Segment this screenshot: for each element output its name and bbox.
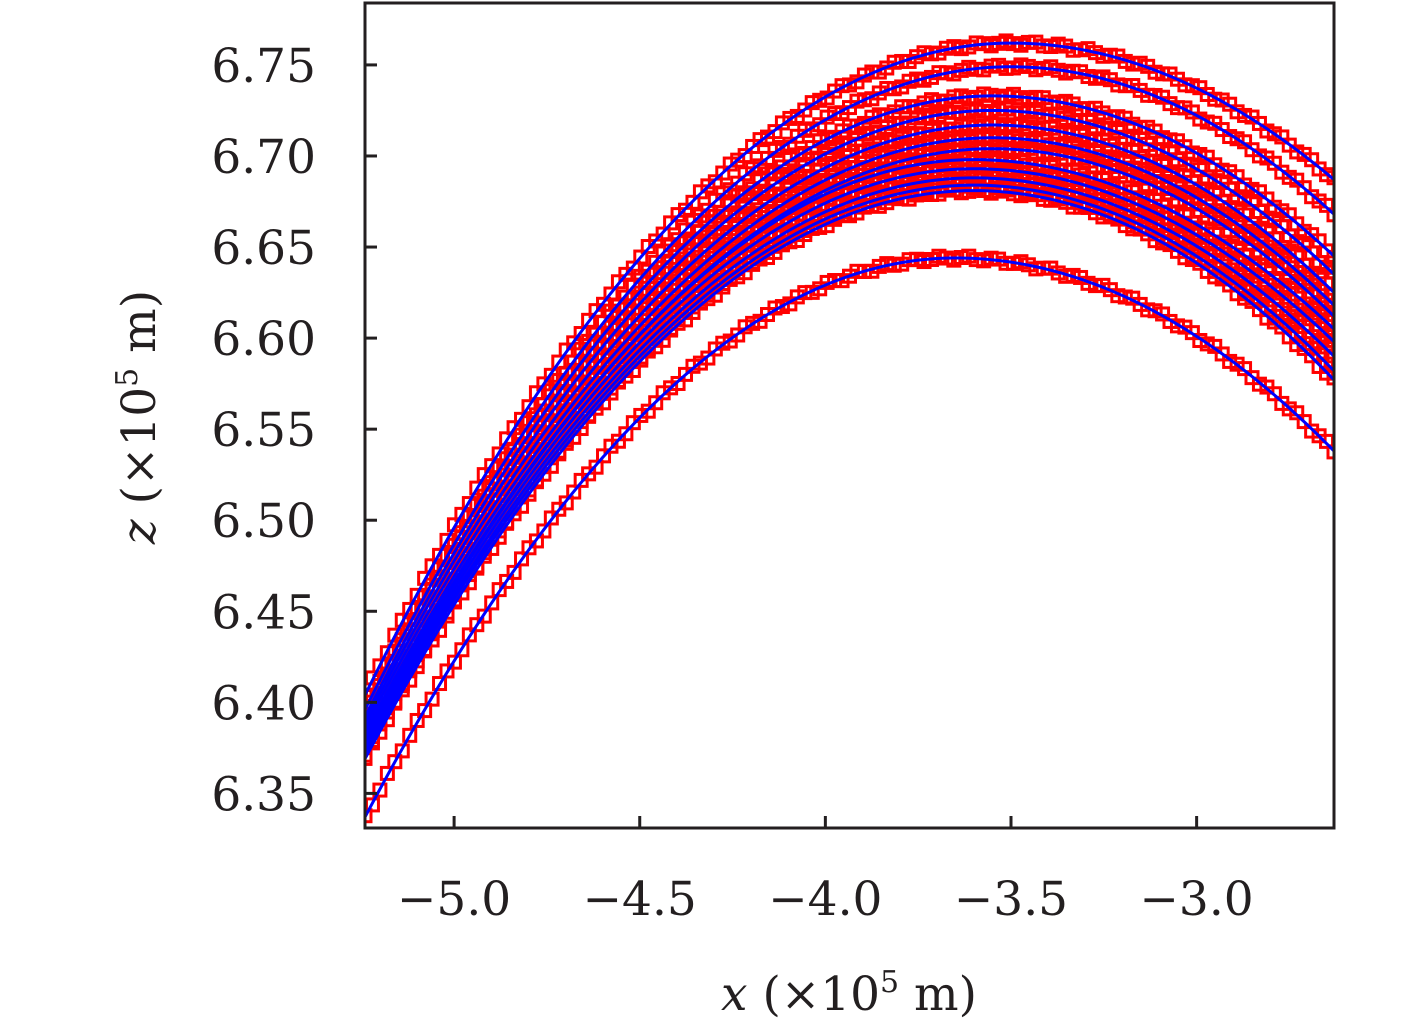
x-tick-label: −4.0 — [768, 872, 882, 927]
x-tick-label: −3.5 — [954, 872, 1068, 927]
fit-line — [365, 158, 1334, 744]
fit-line — [365, 183, 1334, 755]
data-marker — [1326, 297, 1334, 313]
observed-markers — [365, 33, 1334, 824]
x-axis-title: x (×105 m) — [721, 965, 977, 1022]
data-marker — [365, 808, 373, 824]
fit-line — [365, 136, 1334, 735]
x-tick-label: −4.5 — [583, 872, 697, 927]
fit-line — [365, 123, 1334, 729]
y-tick-label: 6.45 — [211, 585, 316, 640]
data-marker — [454, 642, 470, 658]
y-axis-title: z (×105 m) — [110, 290, 167, 545]
data-marker — [1326, 170, 1334, 186]
fit-line — [365, 65, 1334, 711]
fit-line — [365, 167, 1334, 747]
y-tick-label: 6.65 — [211, 221, 316, 276]
fit-line — [365, 176, 1334, 751]
data-marker — [1326, 370, 1334, 386]
fit-line — [365, 41, 1334, 696]
plot-frame — [363, 1, 1336, 830]
data-marker — [1326, 348, 1334, 364]
data-marker — [394, 743, 410, 759]
y-tick-label: 6.50 — [211, 494, 316, 549]
y-tick-label: 6.60 — [211, 312, 316, 367]
data-marker — [1326, 207, 1334, 223]
fit-line — [365, 108, 1334, 724]
y-tick-label: 6.40 — [211, 676, 316, 731]
fit-line — [365, 256, 1334, 818]
data-marker — [1326, 249, 1334, 265]
y-tick-label: 6.55 — [211, 403, 316, 458]
fit-line — [365, 94, 1334, 718]
y-axis: 6.35 6.40 6.45 6.50 6.55 6.60 6.65 6.70 6.75 — [211, 39, 377, 822]
data-marker — [372, 782, 388, 798]
data-marker — [506, 564, 522, 580]
y-tick-label: 6.70 — [211, 130, 316, 185]
x-axis: −5.0 −4.5 −4.0 −3.5 −3.0 — [397, 816, 1254, 927]
data-marker — [424, 691, 440, 707]
data-marker — [365, 750, 373, 766]
x-tick-label: −5.0 — [397, 872, 511, 927]
data-marker — [402, 727, 418, 743]
fit-lines — [365, 41, 1334, 818]
y-tick-label: 6.75 — [211, 39, 316, 94]
data-marker — [1326, 264, 1334, 280]
fit-line — [365, 189, 1334, 760]
x-tick-label: −3.0 — [1140, 872, 1254, 927]
data-marker — [1326, 444, 1334, 460]
y-tick-label: 6.35 — [211, 767, 316, 822]
